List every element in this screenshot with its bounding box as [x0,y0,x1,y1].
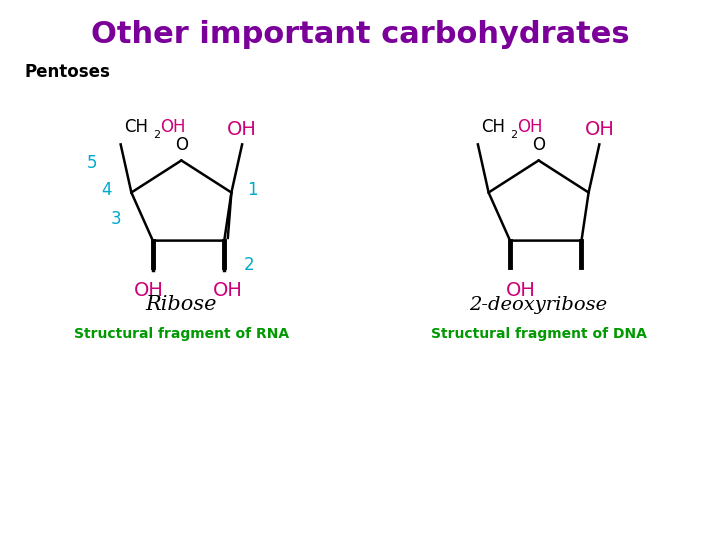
Text: OH: OH [517,118,543,137]
Text: 2: 2 [244,255,255,274]
Text: Ribose: Ribose [145,295,217,314]
Text: OH: OH [213,281,243,300]
Text: 5: 5 [87,154,97,172]
Text: OH: OH [135,281,164,300]
Text: OH: OH [160,118,186,137]
Text: Structural fragment of RNA: Structural fragment of RNA [74,327,289,341]
Text: 2-deoxyribose: 2-deoxyribose [469,296,608,314]
Text: 4: 4 [101,181,112,199]
Text: 2: 2 [510,130,517,140]
Text: OH: OH [585,120,614,139]
Text: O: O [532,136,545,154]
Text: Other important carbohydrates: Other important carbohydrates [91,21,629,49]
Text: OH: OH [228,120,257,139]
Text: Structural fragment of DNA: Structural fragment of DNA [431,327,647,341]
Text: 2: 2 [153,130,160,140]
Text: Pentoses: Pentoses [24,63,110,81]
Text: 3: 3 [110,210,121,228]
Text: CH: CH [482,118,505,137]
Text: OH: OH [506,281,536,300]
Text: CH: CH [125,118,148,137]
Text: 1: 1 [248,181,258,199]
Text: O: O [175,136,188,154]
